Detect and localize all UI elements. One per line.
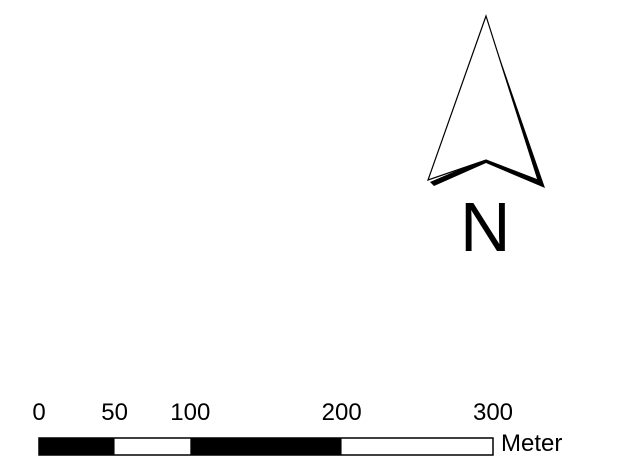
scale-bar-segment — [190, 438, 266, 455]
scale-tick-label: 200 — [321, 399, 362, 426]
scale-tick-label: 0 — [32, 399, 46, 426]
scale-tick-label: 50 — [101, 399, 129, 426]
scale-bar-segment — [266, 438, 342, 455]
scale-unit-label: Meter — [501, 430, 563, 457]
north-label: N — [460, 188, 511, 266]
scale-bar-outline — [38, 437, 494, 456]
north-arrow-icon — [427, 14, 545, 188]
scale-bar-segment — [114, 438, 191, 455]
scale-bar-segment — [417, 438, 493, 455]
scale-tick-label: 300 — [472, 399, 514, 426]
scale-bar-segment — [39, 438, 115, 455]
north-arrow-body — [427, 14, 539, 182]
scale-tick-label: 100 — [170, 399, 211, 426]
scale-bar-segment — [341, 438, 418, 455]
